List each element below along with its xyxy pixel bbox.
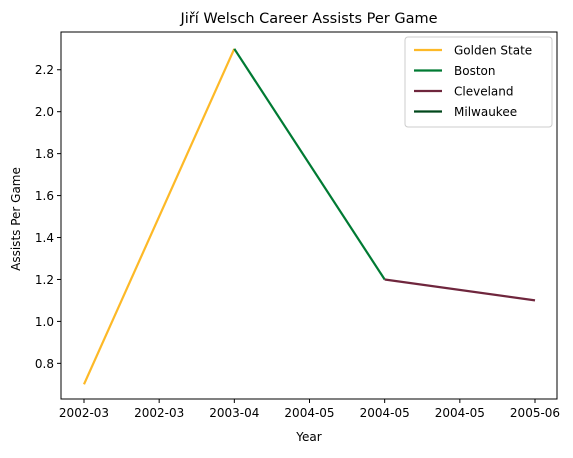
x-tick-label: 2003-04 (209, 406, 259, 420)
x-tick-label: 2005-06 (510, 406, 560, 420)
chart-title: Jiří Welsch Career Assists Per Game (179, 11, 437, 27)
y-axis-ticks: 0.8 1.0 1.2 1.4 1.6 1.8 2.0 2.2 (35, 63, 61, 371)
legend-label-boston: Boston (454, 64, 495, 78)
x-tick-label: 2004-05 (360, 406, 410, 420)
legend-label-golden-state: Golden State (454, 44, 532, 58)
x-tick-label: 2002-03 (134, 406, 184, 420)
series-lines (82, 48, 536, 385)
legend-label-cleveland: Cleveland (454, 85, 514, 99)
series-line-cleveland (384, 278, 536, 302)
series-line-boston (233, 48, 386, 281)
series-line-golden-state (82, 48, 236, 385)
x-tick-label: 2004-05 (284, 406, 334, 420)
legend-label-milwaukee: Milwaukee (454, 105, 517, 119)
y-tick-label: 1.6 (35, 189, 54, 203)
x-axis-ticks: 2002-03 2002-03 2003-04 2004-05 2004-05 2004-… (59, 399, 560, 420)
y-tick-label: 1.0 (35, 315, 54, 329)
x-tick-label: 2002-03 (59, 406, 109, 420)
y-axis-label: Assists Per Game (9, 167, 23, 271)
y-tick-label: 0.8 (35, 357, 54, 371)
y-tick-label: 1.4 (35, 231, 54, 245)
y-tick-label: 2.2 (35, 63, 54, 77)
x-axis-label: Year (295, 430, 321, 444)
legend-box (404, 36, 553, 128)
legend: Golden State Boston Cleveland Milwaukee (404, 36, 553, 128)
plot-frame (60, 31, 558, 400)
y-tick-label: 1.8 (35, 147, 54, 161)
y-tick-label: 1.2 (35, 273, 54, 287)
y-tick-label: 2.0 (35, 105, 54, 119)
x-tick-label: 2004-05 (435, 406, 485, 420)
